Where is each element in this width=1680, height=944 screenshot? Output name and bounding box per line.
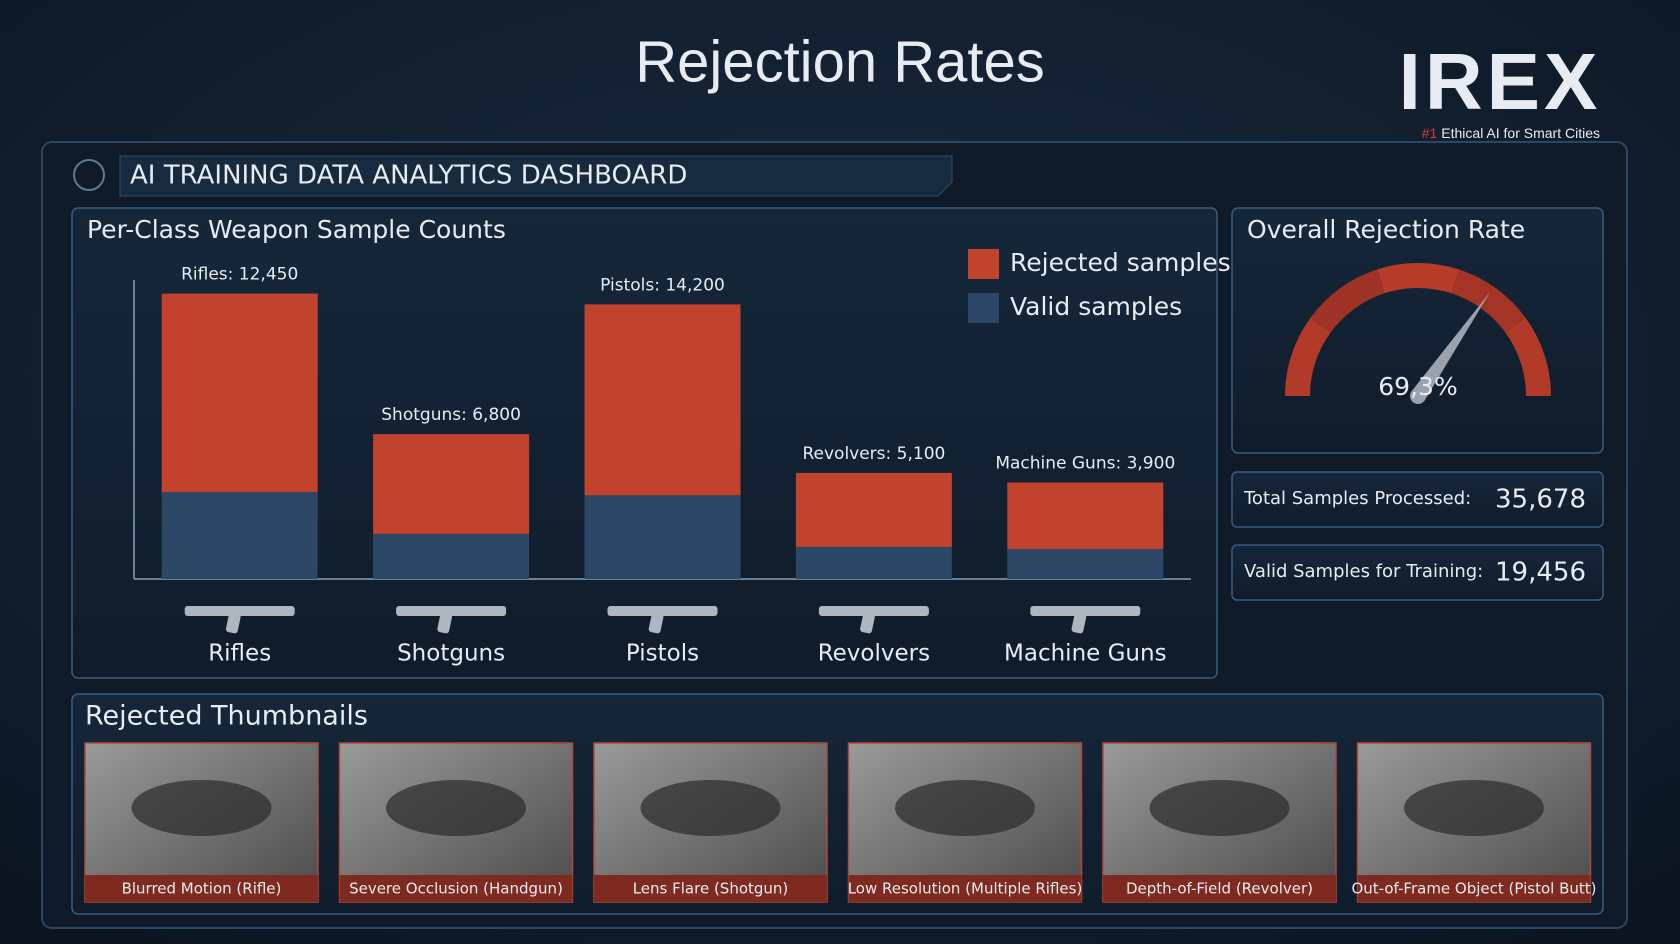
bar-segment (584, 495, 741, 579)
x-tick-label: Rifles (208, 641, 271, 667)
thumbnails-title: Rejected Thumbnails (85, 701, 368, 732)
icon-body (184, 606, 295, 616)
logo: IREX (1399, 37, 1602, 126)
thumbnail-subject (1404, 780, 1544, 836)
stat-label: Valid Samples for Training: (1244, 561, 1483, 582)
total-label: Machine Guns: 3,900 (995, 453, 1175, 473)
bar-segment (584, 304, 741, 496)
thumbnail-subject (131, 780, 272, 836)
icon-body (1030, 606, 1141, 616)
thumbnail-caption: Severe Occlusion (Handgun) (349, 880, 563, 898)
thumbnail-caption-bar (848, 875, 1082, 902)
needle-hub (1410, 388, 1426, 404)
bar-segment (795, 472, 952, 547)
weapon-icon (396, 606, 507, 634)
gauge-title: Overall Rejection Rate (1247, 215, 1525, 244)
thumbnail-caption-bar (85, 875, 318, 902)
stat-box (1231, 544, 1604, 601)
weapon-icon (184, 606, 295, 634)
icon-grip (860, 612, 875, 634)
stat-value: 19,456 (1495, 558, 1586, 588)
icon-body (607, 606, 718, 616)
chart-title: Per-Class Weapon Sample Counts (87, 215, 506, 244)
bar-segment (161, 293, 318, 493)
gauge-panel (1231, 207, 1604, 454)
total-label: Shotguns: 6,800 (381, 405, 521, 425)
thumbnail-caption-bar (339, 875, 573, 902)
gauge-arc (1310, 269, 1385, 333)
gauge-arc (1451, 269, 1526, 333)
thumbnail-caption: Blurred Motion (Rifle) (122, 880, 282, 898)
thumbnail-caption: Out-of-Frame Object (Pistol Butt) (1351, 880, 1596, 898)
thumbnail-caption-bar (594, 875, 827, 902)
legend-label: Rejected samples (1010, 248, 1231, 277)
tagline-rank: #1 (1422, 125, 1438, 141)
bar-segment (373, 434, 530, 534)
weapon-icon (1030, 606, 1141, 634)
bar-segment (373, 533, 530, 579)
gauge-arc (1505, 317, 1551, 396)
icon-body (396, 606, 507, 616)
page-title: Rejection Rates (635, 29, 1044, 94)
thumbnail-subject (640, 780, 781, 836)
thumbnail-subject (1149, 780, 1290, 836)
x-tick-label: Shotguns (397, 641, 505, 667)
header-bar (119, 155, 953, 197)
gauge-arc (1285, 317, 1331, 396)
weapon-icon (818, 606, 929, 634)
tagline: #1 Ethical AI for Smart Cities (1422, 125, 1600, 141)
bar-segment (1007, 548, 1164, 579)
dashboard-title: AI TRAINING DATA ANALYTICS DASHBOARD (130, 161, 687, 191)
total-label: Rifles: 12,450 (181, 265, 298, 285)
gauge-value: 69,3% (1378, 372, 1457, 401)
thumbnail-subject (386, 780, 526, 836)
tagline-text: Ethical AI for Smart Cities (1441, 125, 1600, 141)
thumbnail-caption-bar (1103, 875, 1336, 902)
thumbnail-caption: Depth-of-Field (Revolver) (1126, 880, 1313, 898)
legend-swatch (968, 293, 999, 323)
weapon-icon (607, 606, 718, 634)
total-label: Pistols: 14,200 (600, 275, 725, 295)
stat-label: Total Samples Processed: (1243, 488, 1471, 509)
bar-segment (1007, 482, 1164, 549)
thumbnail-caption: Low Resolution (Multiple Rifles) (848, 880, 1083, 898)
x-tick-label: Revolvers (818, 641, 930, 667)
thumbnail-caption-bar (1357, 875, 1591, 902)
icon-grip (225, 612, 241, 634)
thumbnail-subject (895, 780, 1035, 836)
total-label: Revolvers: 5,100 (802, 444, 945, 464)
icon-grip (1071, 612, 1087, 634)
icon-body (818, 606, 929, 616)
legend-swatch (968, 249, 999, 279)
bar-segment (795, 546, 952, 579)
bar-segment (161, 492, 318, 579)
stat-value: 35,678 (1495, 485, 1586, 515)
gauge-needle (1411, 291, 1491, 401)
x-tick-label: Machine Guns (1004, 641, 1167, 667)
x-tick-label: Pistols (626, 641, 699, 667)
stat-box (1231, 471, 1604, 528)
gauge-arc (1376, 262, 1460, 294)
legend-label: Valid samples (1010, 292, 1182, 321)
header-icon (73, 159, 105, 191)
thumbnail-caption: Lens Flare (Shotgun) (633, 880, 789, 898)
icon-grip (437, 612, 453, 634)
icon-grip (648, 612, 664, 634)
